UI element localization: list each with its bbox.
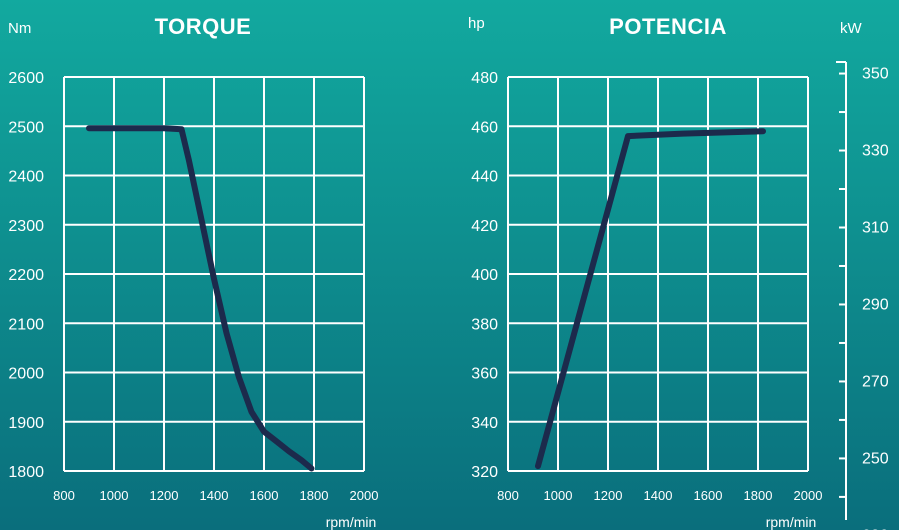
- power-y-tick-label: 400: [471, 267, 498, 284]
- torque-x-tick-label: 1400: [200, 488, 229, 503]
- torque-y-tick-label: 1900: [8, 415, 44, 432]
- power-y-tick-label: 480: [471, 70, 498, 87]
- power-x-ticks: 800 1000 1200 1400 1600 1800 2000: [497, 488, 822, 503]
- kw-tick-label: 290: [862, 296, 889, 313]
- power-y2-axis-label: kW: [840, 20, 863, 37]
- torque-title: TORQUE: [155, 14, 252, 39]
- power-x-tick-label: 2000: [794, 488, 823, 503]
- torque-grid: [63, 76, 365, 472]
- torque-y-axis-label: Nm: [8, 20, 31, 37]
- torque-y-tick-label: 2600: [8, 70, 44, 87]
- power-x-tick-label: 800: [497, 488, 519, 503]
- power-y-tick-label: 440: [471, 169, 498, 186]
- kw-tick-label: 230: [862, 527, 889, 530]
- torque-x-tick-label: 1600: [250, 488, 279, 503]
- torque-y-tick-label: 2400: [8, 169, 44, 186]
- power-y-tick-label: 360: [471, 366, 498, 383]
- power-y-axis-label: hp: [468, 15, 485, 32]
- power-y-tick-label: 420: [471, 218, 498, 235]
- torque-x-tick-label: 2000: [350, 488, 379, 503]
- power-x-axis-label: rpm/min: [766, 514, 817, 530]
- torque-chart: Nm TORQUE 1800 1900 2000 2100 2200 2300 2400 25…: [8, 14, 378, 530]
- power-y-ticks: 320 340 360 380 400 420 440 460 480: [471, 70, 498, 481]
- power-y-tick-label: 320: [471, 464, 498, 481]
- power-x-tick-label: 1000: [544, 488, 573, 503]
- power-x-tick-label: 1600: [694, 488, 723, 503]
- torque-x-ticks: 800 1000 1200 1400 1600 1800 2000: [53, 488, 378, 503]
- power-kw-axis: 230 250 270 290 310 330 350: [836, 61, 889, 530]
- power-chart: hp POTENCIA kW 320 340 360 380 400 420 440 460 4…: [468, 14, 889, 530]
- power-x-tick-label: 1800: [744, 488, 773, 503]
- power-x-tick-label: 1400: [644, 488, 673, 503]
- kw-tick-label: 270: [862, 373, 889, 390]
- torque-y-tick-label: 2300: [8, 218, 44, 235]
- kw-tick-label: 330: [862, 143, 889, 160]
- torque-y-tick-label: 2000: [8, 366, 44, 383]
- torque-y-tick-label: 1800: [8, 464, 44, 481]
- torque-line: [86, 125, 315, 472]
- torque-x-tick-label: 800: [53, 488, 75, 503]
- power-y-tick-label: 380: [471, 316, 498, 333]
- kw-tick-label: 250: [862, 450, 889, 467]
- torque-x-tick-label: 1800: [300, 488, 329, 503]
- power-x-tick-label: 1200: [594, 488, 623, 503]
- torque-y-tick-label: 2200: [8, 267, 44, 284]
- power-title: POTENCIA: [609, 14, 727, 39]
- torque-x-tick-label: 1200: [150, 488, 179, 503]
- power-line: [535, 128, 766, 470]
- torque-x-axis-label: rpm/min: [326, 514, 377, 530]
- power-y-tick-label: 340: [471, 415, 498, 432]
- kw-tick-label: 310: [862, 219, 889, 236]
- power-grid: [507, 76, 809, 472]
- torque-y-tick-label: 2500: [8, 119, 44, 136]
- torque-y-ticks: 1800 1900 2000 2100 2200 2300 2400 2500 2600: [8, 70, 44, 481]
- kw-tick-label: 350: [862, 66, 889, 83]
- torque-x-tick-label: 1000: [100, 488, 129, 503]
- power-y-tick-label: 460: [471, 119, 498, 136]
- torque-y-tick-label: 2100: [8, 316, 44, 333]
